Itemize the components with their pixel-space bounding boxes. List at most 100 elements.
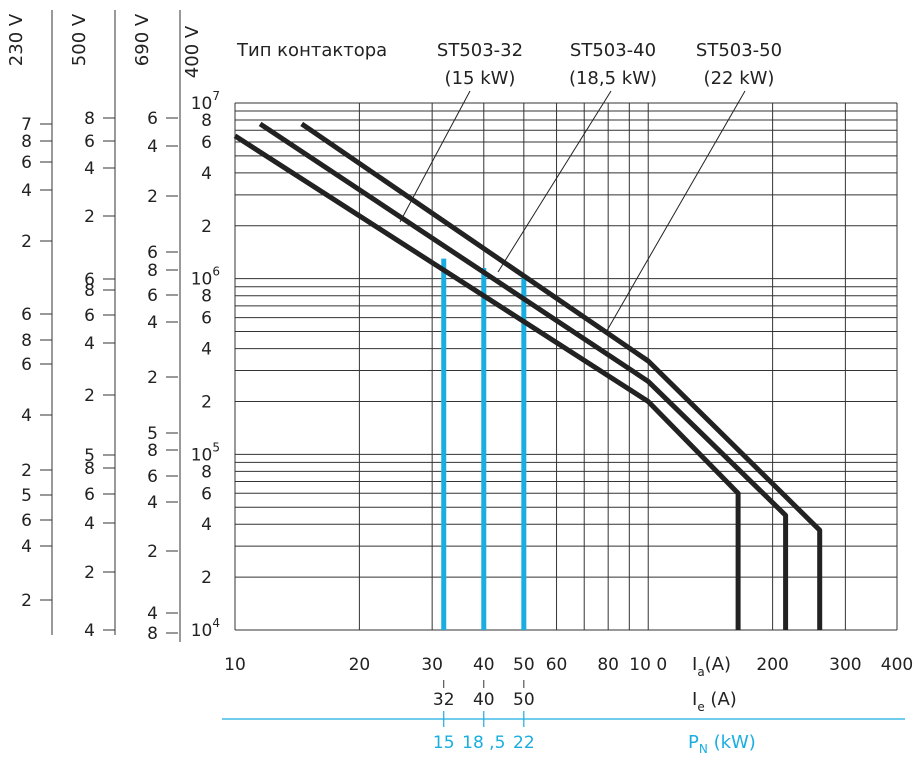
voltage-scale-tick-label: 4 [84,621,95,641]
voltage-scale-tick-label: 4 [147,604,158,624]
ie-tick-label: 40 [473,690,495,710]
voltage-scale-tick-label: 2 [147,542,158,562]
y-tick-label: 4 [201,340,212,360]
voltage-scale-tick-label: 6 [21,511,32,531]
x-tick-label: 400 [881,655,913,675]
series-leader-line [604,90,746,335]
rated-current-markers [441,258,527,630]
y-decade-label: 106 [191,265,220,290]
voltage-scale-label: 230 V [6,13,27,66]
voltage-scale-tick-label: 5 [21,486,32,506]
y-tick-label: 8 [201,287,212,307]
voltage-label-400v: 400 V [182,25,203,78]
y-tick-label: 2 [201,217,212,237]
voltage-scale-tick-label: 2 [84,386,95,406]
voltage-scale-tick-label: 6 [147,243,158,263]
y-decade-label: 107 [191,89,220,114]
voltage-scale-tick-label: 4 [84,334,95,354]
voltage-scale-tick-label: 4 [21,537,32,557]
voltage-scale-label: 500 V [69,13,90,66]
series-power-label: (18,5 kW) [569,68,657,89]
voltage-scale-tick-label: 7 [21,115,32,135]
lifetime-curves [233,121,823,630]
pn-tick-label: 22 [513,733,535,753]
voltage-scale-tick-label: 2 [21,461,32,481]
voltage-scale-tick-label: 4 [21,406,32,426]
voltage-scale-tick-label: 5 [147,424,158,444]
y-tick-label: 4 [201,515,212,535]
voltage-scale-tick-label: 4 [21,181,32,201]
chart-title: Тип контактора [236,40,387,61]
voltage-scale-tick-label: 6 [147,286,158,306]
series-line [300,121,823,630]
voltage-scale-tick-label: 4 [147,137,158,157]
voltage-scale-tick-label: 4 [84,514,95,534]
voltage-scale-tick-label: 8 [147,261,158,281]
voltage-scale-tick-label: 8 [21,132,32,152]
pn-tick-label: 15 [433,733,455,753]
x-tick-label: 10 0 [629,655,667,675]
voltage-scale-tick-label: 4 [147,313,158,333]
voltage-scale-tick-label: 8 [84,459,95,479]
voltage-scale-tick-label: 6 [84,132,95,152]
series-power-label: (22 kW) [704,68,775,89]
y-tick-label: 8 [201,111,212,131]
voltage-scale-tick-label: 6 [84,485,95,505]
voltage-scale-tick-label: 2 [147,368,158,388]
x-tick-label: 50 [513,655,535,675]
curve-leader-lines [399,90,746,335]
x-tick-label: 60 [546,655,568,675]
x-tick-label: 300 [829,655,861,675]
voltage-scale-tick-label: 2 [21,591,32,611]
series-leader-line [497,90,612,273]
y-tick-label: 8 [201,462,212,482]
x-tick-label: 80 [597,655,619,675]
voltage-scale-tick-label: 8 [147,624,158,644]
x-tick-label: 200 [756,655,788,675]
x-tick-label: 10 [224,655,246,675]
chart-labels: Тип контактора ST503-32 (15 kW) ST503-40 (18… [222,40,913,756]
y-tick-label: 2 [201,392,212,412]
voltage-scale-tick-label: 5 [84,446,95,466]
voltage-scale-tick-label: 6 [84,306,95,326]
voltage-scale-tick-label: 8 [147,441,158,461]
voltage-scale-tick-label: 6 [21,305,32,325]
voltage-scale-tick-label: 2 [84,563,95,583]
voltage-scale-tick-label: 2 [21,232,32,252]
x-tick-label: 30 [421,655,443,675]
plot-grid [234,102,898,631]
series-name-label: ST503-32 [437,40,523,61]
y-tick-label: 6 [201,309,212,329]
voltage-scale-tick-label: 6 [21,355,32,375]
series-name-label: ST503-50 [696,40,782,61]
voltage-scale-tick-label: 6 [147,109,158,129]
voltage-scale-tick-label: 8 [21,331,32,351]
y-tick-label: 4 [201,164,212,184]
ie-tick-label: 32 [433,690,455,710]
ie-axis-label: Ie (A) [692,689,737,714]
pn-tick-label: 18 ,5 [462,733,505,753]
series-line [233,133,741,630]
voltage-scale-tick-label: 6 [84,270,95,290]
series-power-label: (15 kW) [445,68,516,89]
voltage-scale-tick-label: 2 [84,207,95,227]
y-tick-label: 6 [201,484,212,504]
voltage-scale-tick-label: 6 [147,467,158,487]
voltage-scale-label: 690 V [132,13,153,66]
x-axis-label: Ia(A) [692,654,731,679]
voltage-scale-tick-label: 2 [147,187,158,207]
series-leader-line [399,90,471,223]
voltage-scale-tick-label: 4 [147,493,158,513]
series-line [258,121,789,630]
x-tick-label: 20 [349,655,371,675]
y-tick-label: 2 [201,568,212,588]
y-decade-label: 105 [191,440,220,465]
voltage-scale-tick-label: 8 [84,109,95,129]
ie-tick-label: 50 [513,690,535,710]
y-tick-label: 6 [201,133,212,153]
pn-axis-label: PN (kW) [688,732,756,756]
voltage-scale-tick-label: 4 [84,159,95,179]
y-decade-label: 104 [191,616,220,641]
